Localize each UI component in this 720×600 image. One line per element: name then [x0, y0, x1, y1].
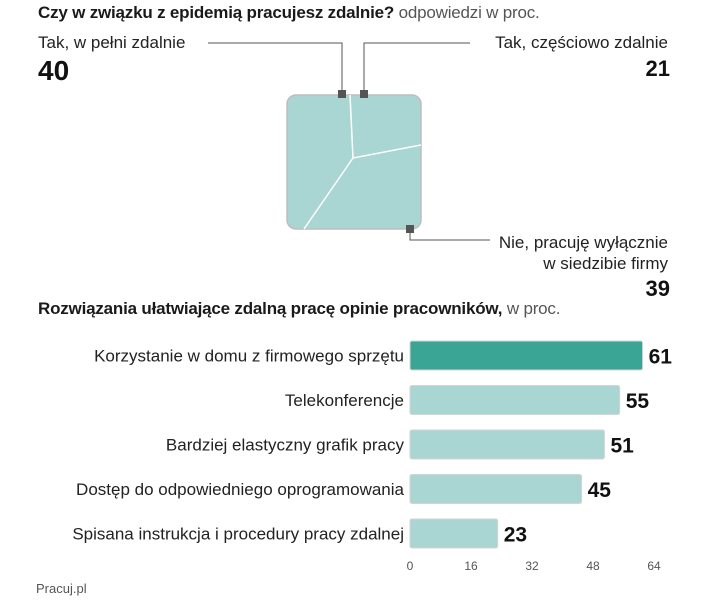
x-tick-label: 48 — [586, 559, 600, 573]
bar-value-label: 61 — [649, 346, 673, 369]
pie-divider-office — [303, 157, 354, 230]
leader-partial-remote — [363, 42, 470, 94]
bar-title-text: Rozwiązania ułatwiające zdalną pracę opi… — [38, 299, 503, 318]
source-label: Pracuj.pl — [36, 581, 87, 596]
pie-label-office-line2: w siedzibie firmy — [543, 254, 668, 273]
marker-office — [406, 225, 414, 233]
pie-square — [286, 94, 422, 230]
pie-label-office-line1: Nie, pracuję wyłącznie — [498, 233, 668, 252]
bar-value-label: 55 — [626, 390, 650, 413]
pie-value-full-remote: 40 — [38, 55, 70, 86]
bar-category-label: Spisana instrukcja i procedury pracy zda… — [72, 525, 404, 544]
marker-partial-remote — [360, 90, 368, 98]
pie-chart-title: Czy w związku z epidemią pracujesz zdaln… — [38, 3, 540, 23]
pie-label-partial-remote: Tak, częściowo zdalnie — [495, 33, 668, 52]
bar — [409, 385, 621, 415]
bar-category-label: Telekonferencje — [285, 391, 404, 410]
bar — [409, 340, 644, 371]
pie-value-partial-remote: 21 — [645, 56, 670, 81]
bar-value-label: 23 — [504, 524, 527, 547]
x-tick-label: 64 — [647, 559, 661, 573]
leader-office — [409, 229, 490, 241]
bar-category-label: Korzystanie w domu z firmowego sprzętu — [94, 347, 404, 366]
pie-title-unit: odpowiedzi w proc. — [398, 3, 540, 22]
pie-label-full-remote: Tak, w pełni zdalnie — [38, 33, 186, 52]
leader-full-remote — [208, 42, 343, 94]
bar-value-label: 51 — [610, 435, 634, 458]
bar-value-label: 45 — [588, 479, 612, 502]
bar-category-label: Dostęp do odpowiedniego oprogramowania — [76, 480, 404, 499]
x-tick-label: 0 — [407, 559, 414, 573]
bar-title-unit: w proc. — [506, 299, 561, 318]
pie-value-office: 39 — [645, 276, 670, 301]
bar-category-label: Bardziej elastyczny grafik pracy — [166, 436, 405, 455]
x-tick-label: 16 — [464, 559, 478, 573]
bar — [409, 518, 499, 549]
marker-full-remote — [338, 90, 346, 98]
bar-chart: Korzystanie w domu z firmowego sprzętu 61… — [72, 340, 673, 573]
x-tick-label: 32 — [525, 559, 539, 573]
bar — [409, 429, 605, 460]
bar-chart-title: Rozwiązania ułatwiające zdalną pracę opi… — [38, 299, 560, 319]
bar — [409, 474, 583, 504]
pie-title-text: Czy w związku z epidemią pracujesz zdaln… — [38, 3, 395, 22]
